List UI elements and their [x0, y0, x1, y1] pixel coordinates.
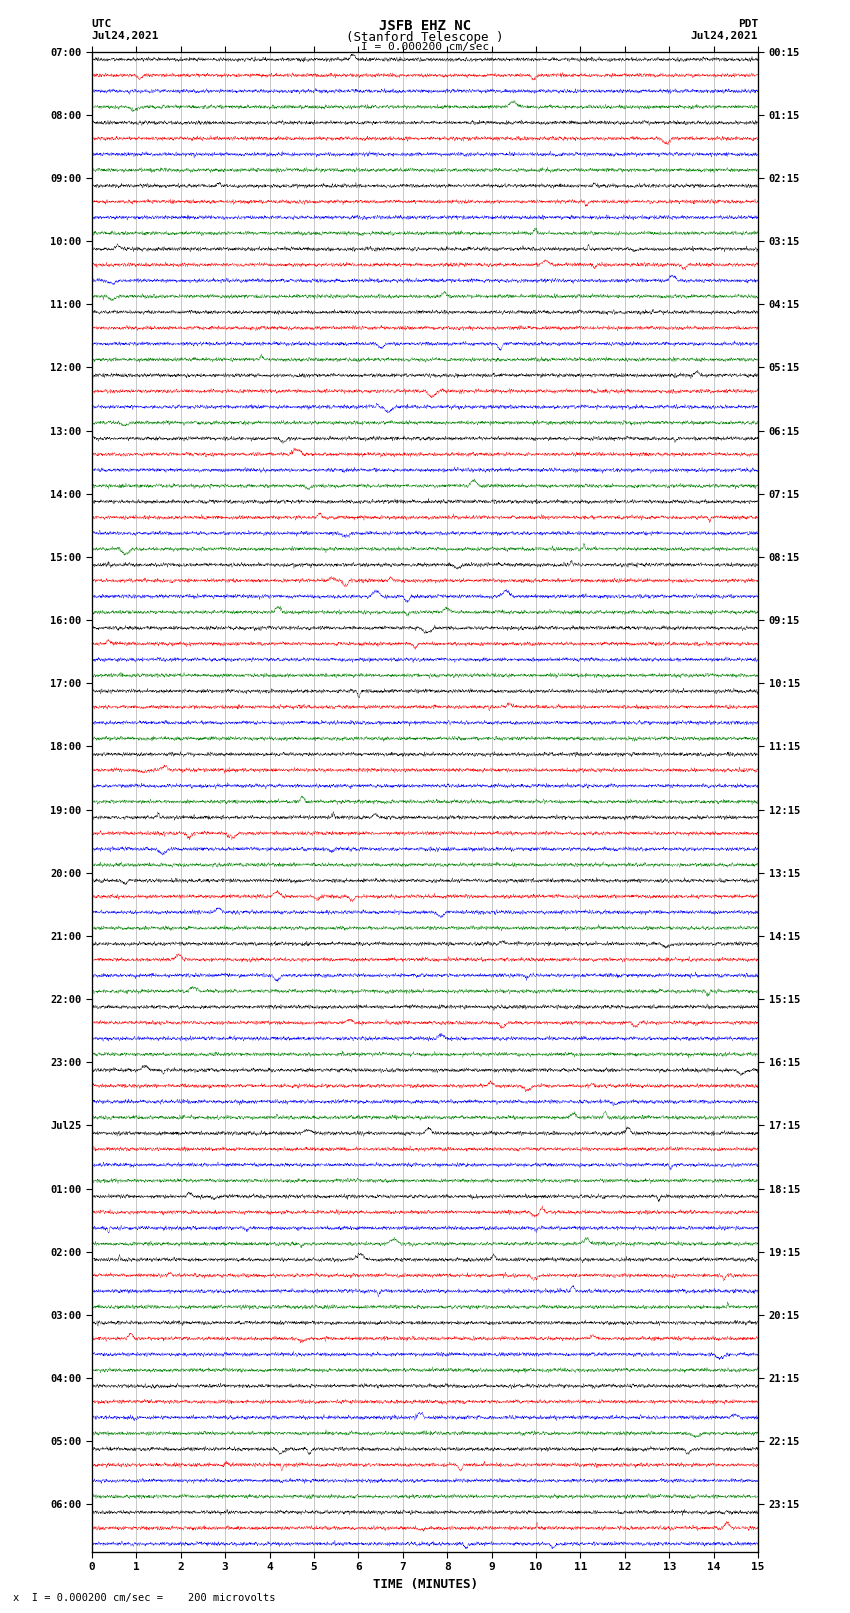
- Text: I = 0.000200 cm/sec: I = 0.000200 cm/sec: [361, 42, 489, 52]
- Text: PDT: PDT: [738, 18, 758, 29]
- Text: JSFB EHZ NC: JSFB EHZ NC: [379, 18, 471, 32]
- Text: UTC: UTC: [92, 18, 112, 29]
- X-axis label: TIME (MINUTES): TIME (MINUTES): [372, 1578, 478, 1590]
- Text: x  I = 0.000200 cm/sec =    200 microvolts: x I = 0.000200 cm/sec = 200 microvolts: [13, 1594, 275, 1603]
- Text: Jul24,2021: Jul24,2021: [691, 31, 758, 40]
- Text: (Stanford Telescope ): (Stanford Telescope ): [346, 31, 504, 44]
- Text: Jul24,2021: Jul24,2021: [92, 31, 159, 40]
